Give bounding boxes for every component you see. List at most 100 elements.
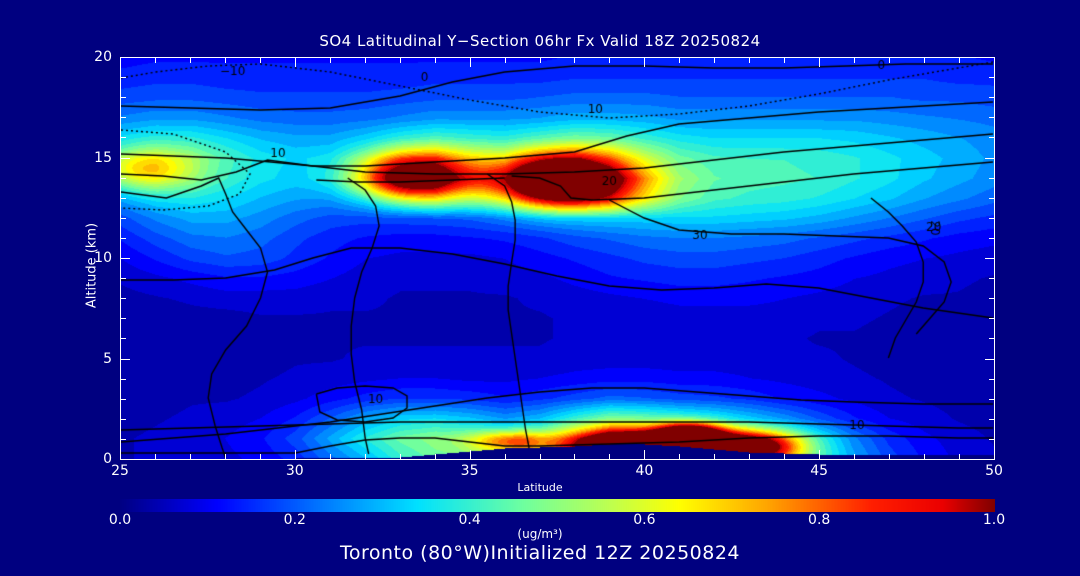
x-tick [994, 450, 995, 460]
x-tick [155, 57, 156, 63]
x-tick [505, 57, 506, 63]
x-tick [435, 454, 436, 460]
x-axis-title: Latitude [517, 481, 563, 494]
x-tick-label: 25 [111, 463, 129, 479]
x-tick [609, 454, 610, 460]
x-tick [959, 57, 960, 63]
y-tick [120, 459, 130, 460]
y-tick [120, 137, 126, 138]
y-tick-label: 0 [103, 451, 112, 467]
y-tick [120, 258, 130, 259]
colorbar-tick-label: 1.0 [982, 512, 1006, 528]
colorbar-gradient [120, 499, 995, 512]
contour-plot-area [120, 57, 995, 460]
y-tick [989, 338, 995, 339]
x-tick [819, 450, 820, 460]
x-tick [120, 450, 121, 460]
figure-title: SO4 Latitudinal Y−Section 06hr Fx Valid … [319, 32, 761, 50]
x-tick [924, 57, 925, 63]
y-tick [989, 278, 995, 279]
x-tick-label: 35 [460, 463, 479, 479]
heatmap-canvas [121, 58, 994, 459]
y-tick [120, 97, 126, 98]
x-tick [505, 454, 506, 460]
x-tick [784, 454, 785, 460]
colorbar-tick-label: 0.0 [108, 512, 132, 528]
x-tick [819, 57, 820, 67]
x-tick [784, 57, 785, 63]
x-tick [714, 454, 715, 460]
x-tick [190, 454, 191, 460]
y-tick [120, 278, 126, 279]
x-tick [924, 454, 925, 460]
y-tick [985, 57, 995, 58]
colorbar-units-label: (ug/m³) [517, 527, 563, 541]
x-tick [540, 57, 541, 63]
y-tick [120, 419, 126, 420]
x-tick [400, 454, 401, 460]
x-tick-label: 40 [635, 463, 654, 479]
y-tick [989, 379, 995, 380]
y-tick [120, 379, 126, 380]
x-tick [574, 57, 575, 63]
colorbar-tick-label: 0.6 [633, 512, 656, 528]
y-tick [120, 298, 126, 299]
y-tick [120, 57, 130, 58]
y-tick [989, 298, 995, 299]
colorbar [120, 497, 995, 512]
y-tick [120, 198, 126, 199]
x-tick [574, 454, 575, 460]
x-tick [749, 57, 750, 63]
x-tick [225, 454, 226, 460]
x-tick [889, 57, 890, 63]
x-tick [994, 57, 995, 67]
y-tick [989, 137, 995, 138]
x-tick [260, 454, 261, 460]
y-tick [120, 117, 126, 118]
x-tick [330, 57, 331, 63]
y-tick-label: 5 [103, 350, 112, 367]
x-tick [540, 454, 541, 460]
y-tick [120, 338, 126, 339]
figure-caption: Toronto (80°W)Initialized 12Z 20250824 [339, 542, 741, 564]
x-tick [644, 450, 645, 460]
x-tick [679, 454, 680, 460]
x-tick [400, 57, 401, 63]
y-tick [120, 178, 126, 179]
x-tick [470, 450, 471, 460]
x-tick-label: 30 [285, 463, 304, 479]
y-tick [120, 77, 126, 78]
y-tick [989, 399, 995, 400]
y-tick [989, 97, 995, 98]
x-tick [854, 454, 855, 460]
x-tick [330, 454, 331, 460]
y-tick-label: 15 [94, 149, 112, 166]
colorbar-tick-label: 0.2 [283, 512, 306, 528]
x-tick [470, 57, 471, 67]
y-tick [989, 178, 995, 179]
x-tick [609, 57, 610, 63]
y-tick [985, 258, 995, 259]
x-tick [365, 454, 366, 460]
y-tick [989, 318, 995, 319]
y-tick [989, 238, 995, 239]
y-tick [120, 238, 126, 239]
y-tick [989, 439, 995, 440]
y-tick [985, 359, 995, 360]
x-tick [679, 57, 680, 63]
x-tick [889, 454, 890, 460]
y-tick [989, 117, 995, 118]
y-tick [120, 439, 126, 440]
x-tick [295, 450, 296, 460]
y-tick-label: 10 [94, 250, 112, 266]
x-tick [749, 454, 750, 460]
x-tick [854, 57, 855, 63]
y-axis-title: Altitude (km) [84, 222, 100, 309]
y-tick [120, 158, 130, 159]
colorbar-tick-label: 0.4 [458, 512, 481, 528]
x-tick-label: 50 [985, 463, 1003, 479]
y-tick [985, 459, 995, 460]
y-tick [120, 359, 130, 360]
x-tick [225, 57, 226, 63]
